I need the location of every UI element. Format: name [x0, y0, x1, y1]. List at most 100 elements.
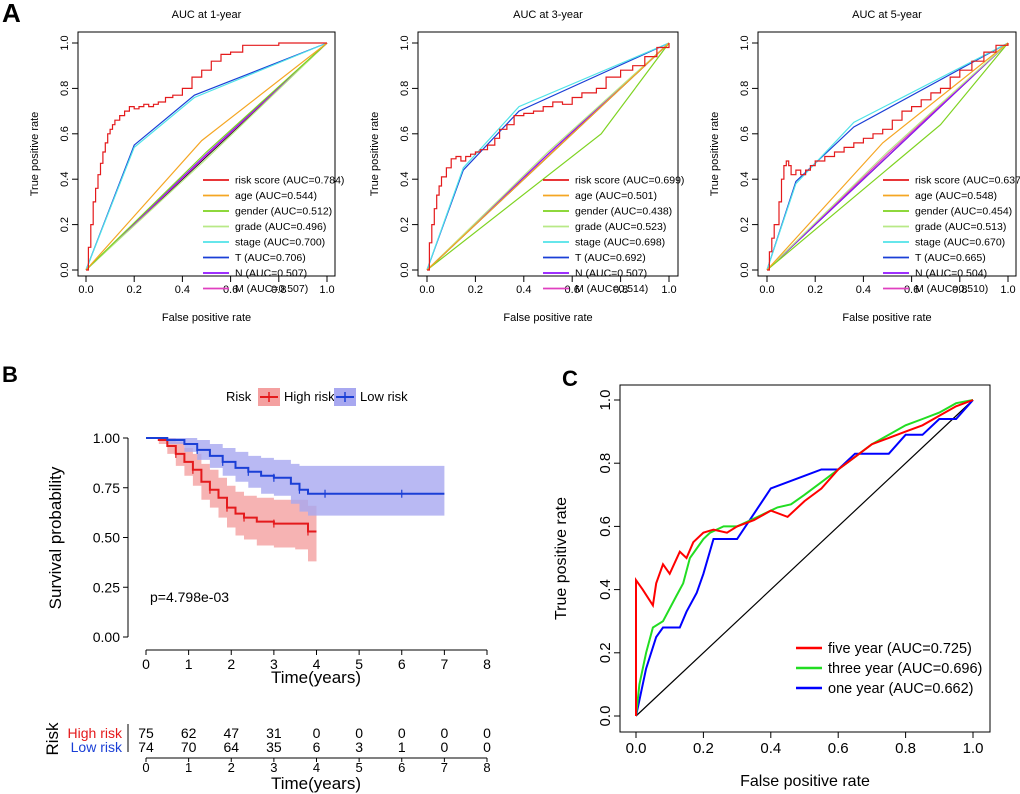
y-tick-label: 0.8	[399, 81, 411, 96]
x-tick-label: 0.6	[828, 740, 849, 757]
risk-table-cell: 62	[181, 725, 197, 741]
chart-a3: AUC at 5-year 0.0 0.2 0.4 0.6 0.8 1.0 0.0 0.2 0.4…	[709, 9, 1020, 324]
x-tick-label: 1.0	[661, 284, 676, 296]
legend-label: risk score (AUC=0.637)	[915, 175, 1020, 187]
roc-curve-2	[426, 42, 670, 271]
risk-table-cell: 6	[313, 739, 321, 755]
risk-table-cell: 3	[355, 739, 363, 755]
roc-curve-4	[85, 42, 328, 271]
risk-table-time: 3	[270, 760, 277, 775]
x-tick-label: 0.4	[856, 284, 871, 296]
legend-label: grade (AUC=0.513)	[915, 221, 1006, 233]
roc-curve-3	[426, 42, 670, 271]
legend-label: five year (AUC=0.725)	[828, 641, 972, 657]
y-tick-label: 1.0	[399, 35, 411, 50]
y-axis-label: True positive rate	[709, 112, 721, 197]
p-value-annotation: p=4.798e-03	[150, 589, 229, 605]
x-tick-label: 0.4	[516, 284, 531, 296]
x-axis-label: False positive rate	[842, 312, 931, 324]
legend-label: age (AUC=0.501)	[575, 190, 657, 202]
legend-label: stage (AUC=0.698)	[575, 237, 665, 249]
risk-table-title: Risk	[43, 722, 62, 756]
y-tick-label: 0.0	[739, 262, 751, 277]
y-tick-label: 0.6	[739, 126, 751, 141]
legend-label: M (AUC=0.507)	[235, 283, 308, 295]
chart-a1: AUC at 1-year 0.0 0.2 0.4 0.6 0.8 1.0 0.0 0.2 0.4…	[29, 9, 344, 324]
roc-curve-5	[426, 42, 670, 271]
legend-label: age (AUC=0.548)	[915, 190, 997, 202]
y-tick-label: 1.00	[93, 430, 120, 446]
legend-label: three year (AUC=0.696)	[828, 661, 982, 677]
legend-label: risk score (AUC=0.699)	[575, 175, 684, 187]
risk-table-row-label: Low risk	[71, 739, 123, 755]
x-tick-label: 0.8	[952, 284, 967, 296]
y-tick-label: 1.0	[739, 35, 751, 50]
risk-table-cell: 0	[440, 739, 448, 755]
risk-table-time: 2	[228, 760, 235, 775]
legend-label: M (AUC=0.514)	[575, 283, 648, 295]
risk-table-row-label: High risk	[68, 725, 123, 741]
roc-curve-3	[635, 399, 974, 717]
y-axis-label: True positive rate	[29, 112, 41, 197]
legend-label: N (AUC=0.507)	[575, 268, 647, 280]
x-tick-label: 0.8	[613, 284, 628, 296]
x-tick-label: 3	[270, 656, 278, 672]
roc-curve-3	[85, 42, 328, 271]
x-tick-label: 1.0	[319, 284, 334, 296]
risk-table-cell: 47	[223, 725, 239, 741]
x-tick-label: 0.0	[759, 284, 774, 296]
risk-table-time: 4	[313, 760, 320, 775]
y-tick-label: 0.2	[597, 642, 614, 663]
roc-curve-7	[766, 42, 1009, 271]
risk-table-cell: 64	[223, 739, 239, 755]
risk-table-time: 1	[185, 760, 192, 775]
roc-curve-1	[635, 399, 974, 716]
legend-label: age (AUC=0.544)	[235, 190, 317, 202]
y-tick-label: 0.4	[59, 172, 71, 187]
legend-label: N (AUC=0.504)	[915, 268, 987, 280]
plot-frame	[757, 31, 1017, 277]
y-tick-label: 0.0	[59, 262, 71, 277]
y-tick-label: 0.6	[59, 126, 71, 141]
x-tick-label: 0.8	[895, 740, 916, 757]
x-tick-label: 0	[142, 656, 150, 672]
legend-label: T (AUC=0.706)	[235, 252, 306, 264]
legend-label: gender (AUC=0.454)	[915, 206, 1012, 218]
legend-label: grade (AUC=0.496)	[235, 221, 326, 233]
risk-table-cell: 0	[483, 725, 491, 741]
risk-table-time: 6	[398, 760, 405, 775]
risk-table-cell: 0	[398, 725, 406, 741]
y-tick-label: 0.8	[59, 81, 71, 96]
y-tick-label: 0.00	[93, 629, 120, 645]
legend-label: T (AUC=0.665)	[915, 252, 986, 264]
risk-table-cell: 0	[313, 725, 321, 741]
legend-label: stage (AUC=0.670)	[915, 237, 1005, 249]
x-tick-label: 2	[227, 656, 235, 672]
y-tick-label: 0.75	[93, 480, 120, 496]
risk-table-cell: 74	[138, 739, 154, 755]
risk-table-cell: 0	[355, 725, 363, 741]
roc-curve-4	[766, 42, 1009, 271]
legend-label: stage (AUC=0.700)	[235, 237, 325, 249]
y-tick-label: 0.6	[597, 516, 614, 537]
y-tick-label: 0.25	[93, 579, 120, 595]
risk-table-cell: 1	[398, 739, 406, 755]
roc-curve-1	[86, 42, 327, 271]
risk-table-xlabel: Time(years)	[271, 774, 361, 793]
x-tick-label: 0.2	[468, 284, 483, 296]
confidence-band	[146, 438, 445, 516]
chart-b: Risk High risk Low risk0.000.250.500.751.0…	[43, 388, 491, 793]
x-tick-label: 4	[313, 656, 321, 672]
x-tick-label: 7	[440, 656, 448, 672]
x-tick-label: 1	[185, 656, 193, 672]
roc-curve-5	[85, 42, 328, 271]
roc-curve-4	[426, 42, 670, 271]
x-axis-label: False positive rate	[162, 312, 251, 324]
x-tick-label: 0.8	[271, 284, 286, 296]
x-tick-label: 0.6	[565, 284, 580, 296]
plot-frame	[77, 31, 336, 277]
y-tick-label: 0.2	[59, 217, 71, 232]
roc-curve-2	[85, 42, 328, 271]
y-tick-label: 0.0	[597, 706, 614, 727]
